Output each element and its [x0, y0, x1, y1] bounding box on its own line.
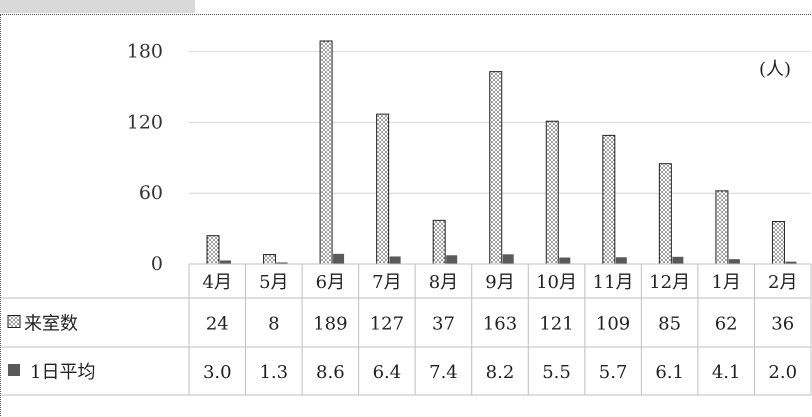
category-label: 7月 [372, 272, 401, 293]
filled-square-icon [8, 364, 20, 376]
bar-1日平均 [728, 259, 740, 264]
bar-来室数 [319, 40, 333, 265]
bar-来室数 [432, 219, 446, 265]
series-name-label: 来室数 [24, 314, 78, 335]
category-label: 9月 [485, 272, 514, 293]
unit-label: (人) [759, 59, 791, 80]
category-label: 5月 [259, 272, 288, 293]
category-label: 6月 [316, 272, 345, 293]
dotted-square-icon [7, 315, 21, 328]
sheet-tab-strip [0, 0, 195, 13]
bar-1日平均 [672, 256, 684, 264]
bar-1日平均 [389, 256, 401, 264]
bar-1日平均 [220, 260, 231, 264]
bar-来室数 [376, 113, 390, 265]
data-value-label: 5.5 [542, 362, 571, 383]
data-value-label: 4.1 [712, 362, 741, 383]
data-value-label: 85 [658, 314, 681, 335]
data-value-label: 8.6 [316, 362, 345, 383]
data-value-label: 5.7 [599, 362, 628, 383]
data-value-label: 8 [268, 314, 279, 335]
bar-来室数 [545, 120, 559, 265]
bar-来室数 [263, 254, 277, 265]
bar-1日平均 [446, 255, 458, 264]
bar-来室数 [658, 163, 672, 265]
bar-1日平均 [615, 257, 627, 264]
category-label: 1月 [711, 272, 740, 293]
y-tick-label: 0 [151, 253, 163, 275]
bar-1日平均 [276, 262, 288, 264]
data-value-label: 6.4 [373, 362, 402, 383]
series-name-label: 1日平均 [30, 362, 95, 383]
data-value-label: 37 [432, 314, 455, 335]
data-value-label: 109 [596, 314, 630, 335]
data-value-label: 189 [313, 314, 347, 335]
category-label: 10月 [536, 272, 577, 293]
category-label: 8月 [429, 272, 458, 293]
bar-1日平均 [785, 261, 797, 264]
bar-来室数 [715, 190, 729, 265]
bar-来室数 [771, 221, 785, 265]
y-tick-label: 120 [127, 111, 163, 133]
data-value-label: 24 [206, 314, 229, 335]
data-value-label: 6.1 [655, 362, 684, 383]
bars [206, 40, 797, 265]
data-value-label: 121 [539, 314, 573, 335]
category-label: 4月 [203, 272, 232, 293]
bar-来室数 [602, 134, 616, 265]
bar-来室数 [206, 235, 220, 265]
category-label: 12月 [649, 272, 690, 293]
data-value-label: 1.3 [259, 362, 288, 383]
data-value-label: 62 [715, 314, 738, 335]
category-label: 11月 [593, 272, 634, 293]
y-tick-label: 60 [139, 182, 163, 204]
y-tick-label: 180 [127, 41, 163, 63]
data-value-label: 3.0 [203, 362, 232, 383]
bar-来室数 [489, 71, 503, 265]
data-value-label: 2.0 [768, 362, 797, 383]
data-value-label: 36 [771, 314, 794, 335]
data-value-label: 8.2 [486, 362, 515, 383]
bar-1日平均 [559, 257, 571, 264]
y-axis-tick-labels: 0 60 120 180 [127, 41, 163, 275]
data-value-label: 163 [483, 314, 517, 335]
chart-frame: 0 60 120 180 4月 5月 6月 7月 8月 9月 10月 11月 12月 1月 2月来室数 24… [0, 14, 812, 416]
data-value-label: 7.4 [429, 362, 458, 383]
bar-1日平均 [333, 253, 345, 264]
bar-1日平均 [502, 254, 514, 264]
data-value-label: 127 [370, 314, 404, 335]
category-label: 2月 [768, 272, 797, 293]
